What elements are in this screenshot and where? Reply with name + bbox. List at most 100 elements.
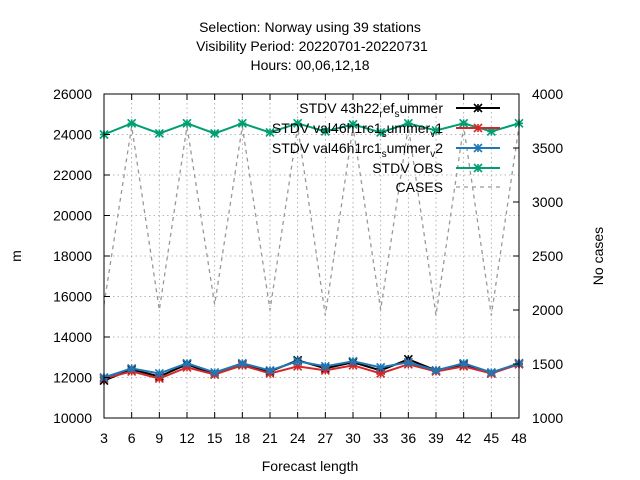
legend-label-main: STDV 43h22 — [299, 100, 379, 116]
series-3-point — [293, 118, 303, 128]
series-3-point — [320, 126, 330, 137]
series-2-point — [182, 358, 192, 368]
y-tick-label: 10000 — [53, 410, 92, 426]
x-tick-label: 39 — [428, 430, 444, 446]
series-3-point — [459, 118, 469, 128]
y-tick-label: 26000 — [53, 86, 92, 102]
series-2-point — [348, 356, 358, 366]
legend-label-subscript: r — [379, 109, 383, 120]
y-tick-label: 12000 — [53, 370, 92, 386]
series-4 — [103, 126, 520, 316]
x-tick-label: 9 — [155, 430, 163, 446]
series-3-point — [431, 125, 441, 136]
series-2-point — [154, 368, 164, 379]
legend-label-main: CASES — [396, 179, 443, 195]
series-2-point — [376, 362, 386, 372]
y-tick-label: 24000 — [53, 127, 92, 143]
legend-label-main: STDV val46h1rc1 — [272, 140, 382, 156]
series-2-line — [103, 360, 520, 379]
x-tick-label: 36 — [401, 430, 417, 446]
legend-label-2: STDV val46h1rc1summerv2 — [272, 140, 443, 160]
series-2-point — [237, 358, 247, 368]
series-2-point — [210, 367, 220, 378]
y-tick-label: 22000 — [53, 167, 92, 183]
legend-label-main: STDV OBS — [372, 160, 443, 176]
x-tick-label: 45 — [484, 430, 500, 446]
series-2-point — [403, 357, 413, 367]
legend-label-subscript: s — [382, 149, 387, 160]
series-3-point — [127, 118, 137, 128]
y2-tick-label: 1000 — [532, 410, 563, 426]
series-3-point — [403, 118, 413, 128]
legend-label-main: STDV val46h1rc1 — [272, 120, 382, 136]
series-2-point — [127, 363, 137, 373]
series-2-point — [431, 365, 441, 375]
legend-label-part: ummer — [399, 100, 443, 116]
legend-label-part: 1 — [435, 120, 443, 136]
x-tick-label: 3 — [100, 430, 108, 446]
x-tick-label: 42 — [456, 430, 472, 446]
legend-label-part: ummer — [387, 120, 431, 136]
legend-marker-3 — [473, 163, 483, 173]
legend-label-part: ef — [383, 100, 395, 116]
x-tick-label: 18 — [235, 430, 251, 446]
legend-label-3: STDV OBS — [372, 160, 443, 176]
legend-marker-2 — [473, 143, 483, 153]
chart-title-line-1: Selection: Norway using 39 stations — [199, 19, 421, 35]
series-3-point — [265, 127, 275, 138]
y-tick-label: 20000 — [53, 208, 92, 224]
series-4-line — [103, 126, 520, 316]
chart-title-line-2: Visibility Period: 20220701-20220731 — [196, 38, 428, 54]
y2-tick-label: 3500 — [532, 140, 563, 156]
series-3-point — [154, 128, 164, 139]
series-2-point — [265, 365, 275, 375]
series-3-point — [376, 127, 386, 138]
x-tick-label: 27 — [318, 430, 334, 446]
y-tick-label: 18000 — [53, 248, 92, 264]
y-tick-label: 16000 — [53, 289, 92, 305]
chart-title: Selection: Norway using 39 stations Visi… — [196, 19, 428, 73]
legend-marker-0 — [473, 103, 483, 113]
series-3-line — [103, 122, 520, 136]
y2-tick-label: 1500 — [532, 356, 563, 372]
series-3-point — [182, 118, 192, 128]
x-tick-label: 21 — [262, 430, 278, 446]
series-2-point — [486, 367, 496, 378]
legend-label-4: CASES — [396, 179, 443, 195]
x-tick-label: 6 — [128, 430, 136, 446]
y2-tick-label: 3000 — [532, 194, 563, 210]
y2-axis-label: No cases — [590, 227, 606, 285]
series-3-point — [210, 128, 220, 139]
x-tick-label: 24 — [290, 430, 306, 446]
x-tick-label: 48 — [511, 430, 527, 446]
series-3-point — [348, 119, 358, 129]
y-tick-label: 14000 — [53, 329, 92, 345]
legend-label-subscript: s — [394, 109, 399, 120]
x-tick-label: 12 — [179, 430, 195, 446]
y2-tick-label: 2000 — [532, 302, 563, 318]
x-tick-label: 15 — [207, 430, 223, 446]
y-axis-label: m — [8, 250, 24, 262]
x-tick-label: 33 — [373, 430, 389, 446]
legend-marker-1 — [473, 123, 483, 133]
series-2-point — [459, 358, 469, 368]
legend-label-part: 2 — [435, 140, 443, 156]
legend-label-subscript: v — [430, 149, 435, 160]
axis-ticks: 3 6 9 12 15 18 21 24 27 30 33 36 39 42 45 4810000120001… — [53, 86, 563, 446]
legend-label-1: STDV val46h1rc1summerv1 — [272, 120, 443, 140]
legend-label-0: STDV 43h22refsummer — [299, 100, 443, 120]
series-2-point — [293, 356, 303, 366]
y2-tick-label: 4000 — [532, 86, 563, 102]
series-3-point — [237, 118, 247, 128]
series-layer — [99, 118, 524, 386]
legend-label-subscript: s — [382, 129, 387, 140]
chart-title-line-3: Hours: 00,06,12,18 — [250, 57, 369, 73]
series-1-line — [103, 363, 520, 380]
x-tick-label: 30 — [345, 430, 361, 446]
y2-tick-label: 2500 — [532, 248, 563, 264]
series-2-point — [320, 361, 330, 371]
x-axis-label: Forecast length — [262, 458, 359, 474]
legend-label-subscript: v — [430, 129, 435, 140]
